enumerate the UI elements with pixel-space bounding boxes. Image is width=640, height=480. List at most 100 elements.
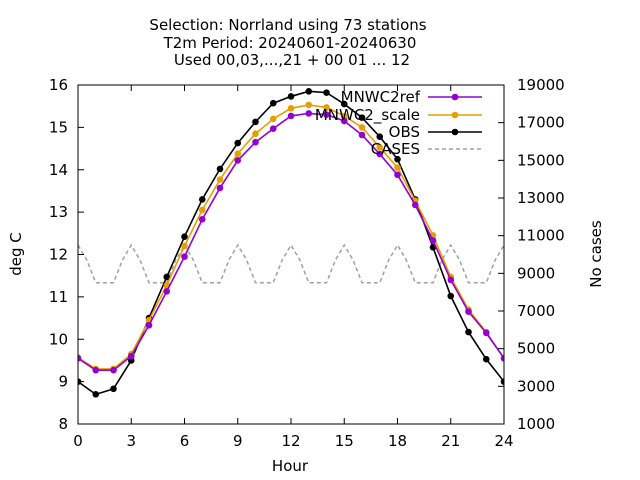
y-tick-label: 14 <box>49 161 68 179</box>
x-tick-label: 24 <box>494 432 513 450</box>
data-point-mnwc2ref <box>110 366 117 374</box>
data-point-mnwc2-scale <box>394 164 401 171</box>
chart-title: Selection: Norrland using 73 stations T2… <box>149 16 426 69</box>
y-tick-label: 13 <box>49 203 68 221</box>
data-point-mnwc2ref <box>198 216 206 223</box>
x-tick-label: 21 <box>441 432 460 450</box>
legend-marker-obs <box>451 128 459 136</box>
x-tick-label: 12 <box>281 432 300 450</box>
x-tick-label: 6 <box>180 432 190 450</box>
data-point-mnwc2-scale <box>287 105 295 112</box>
x-tick-label: 15 <box>335 432 354 450</box>
data-point-obs <box>394 155 401 163</box>
data-point-mnwc2-scale <box>340 112 348 120</box>
data-point-obs <box>269 99 277 107</box>
data-point-obs <box>482 355 490 363</box>
data-point-mnwc2ref <box>234 157 242 164</box>
data-point-obs <box>358 114 366 121</box>
x-tick-label: 9 <box>233 432 243 450</box>
data-point-mnwc2-scale <box>323 104 330 111</box>
data-point-obs <box>500 378 504 385</box>
data-point-mnwc2ref <box>287 112 295 120</box>
data-point-obs <box>163 273 171 281</box>
data-point-obs <box>234 139 242 147</box>
data-point-mnwc2-scale <box>181 242 188 250</box>
y2-tick-label: 3000 <box>517 377 555 395</box>
data-point-obs <box>465 328 472 336</box>
data-point-mnwc2-scale <box>376 143 384 151</box>
data-point-obs <box>340 100 348 108</box>
data-point-mnwc2-scale <box>358 124 366 131</box>
legend-marker-mnwc2-scale <box>451 111 459 119</box>
data-point-mnwc2ref <box>340 117 348 125</box>
data-point-mnwc2ref <box>447 276 455 284</box>
y-axis-label: deg C <box>7 232 25 276</box>
y2-tick-label: 1000 <box>517 415 555 433</box>
data-point-obs <box>92 391 100 398</box>
title-line-1: Selection: Norrland using 73 stations <box>149 16 426 34</box>
x-axis-ticks: 0 3 6 9 12 15 18 21 24 <box>73 85 514 450</box>
title-line-3: Used 00,03,...,21 + 00 01 ... 12 <box>174 51 410 69</box>
legend-label-mnwc2ref: MNWC2ref <box>341 88 421 106</box>
data-point-mnwc2ref <box>181 253 188 260</box>
series-line-mnwc2ref <box>78 112 504 371</box>
data-point-mnwc2-scale <box>305 101 313 109</box>
x-axis-label: Hour <box>272 457 309 475</box>
y-tick-label: 12 <box>49 246 68 264</box>
data-point-mnwc2-scale <box>252 130 259 138</box>
y2-tick-label: 9000 <box>517 264 555 282</box>
y2-tick-label: 7000 <box>517 302 555 320</box>
y2-tick-label: 17000 <box>517 114 565 132</box>
data-point-obs <box>376 133 384 140</box>
series-layer <box>78 88 504 398</box>
series-line-obs <box>78 90 504 396</box>
series-line-mnwc2-scale <box>78 104 504 370</box>
y-axis-ticks: 8 9 10 11 12 13 14 15 16 <box>49 76 84 433</box>
data-point-mnwc2ref <box>358 131 366 139</box>
data-point-mnwc2ref <box>394 171 401 179</box>
data-point-mnwc2ref <box>323 111 330 118</box>
data-point-obs <box>447 292 455 300</box>
y-tick-label: 16 <box>49 76 68 94</box>
x-tick-label: 0 <box>73 432 83 450</box>
data-point-obs <box>287 93 295 100</box>
data-point-mnwc2-scale <box>269 115 277 123</box>
data-point-mnwc2ref <box>252 138 259 146</box>
data-point-mnwc2ref <box>429 237 437 244</box>
x-tick-label: 3 <box>126 432 136 450</box>
data-point-mnwc2ref <box>145 321 153 329</box>
data-point-mnwc2ref <box>163 288 171 295</box>
data-point-mnwc2ref <box>482 329 490 337</box>
data-point-obs <box>323 89 330 96</box>
y-tick-label: 8 <box>58 415 68 433</box>
data-point-obs <box>305 88 313 95</box>
data-point-mnwc2ref <box>305 110 313 117</box>
title-line-2: T2m Period: 20240601-20240630 <box>163 34 417 52</box>
legend-label-cases: CASES <box>371 140 420 158</box>
legend-label-obs: OBS <box>389 123 420 141</box>
y2-axis-label: No cases <box>587 220 605 288</box>
y2-tick-label: 11000 <box>517 227 565 245</box>
data-point-mnwc2ref <box>411 201 419 209</box>
legend-marker-mnwc2ref <box>451 93 459 101</box>
data-point-mnwc2ref <box>78 355 82 362</box>
y-tick-label: 9 <box>58 373 68 391</box>
data-point-mnwc2-scale <box>216 176 224 183</box>
data-point-mnwc2ref <box>376 150 384 158</box>
y2-tick-label: 5000 <box>517 340 555 358</box>
y2-tick-label: 15000 <box>517 151 565 169</box>
y-tick-label: 15 <box>49 118 68 136</box>
y-tick-label: 10 <box>49 330 68 348</box>
data-point-mnwc2ref <box>465 308 472 316</box>
data-point-mnwc2ref <box>92 366 100 374</box>
data-point-mnwc2-scale <box>234 150 242 157</box>
x-tick-label: 18 <box>388 432 407 450</box>
y2-tick-label: 13000 <box>517 189 565 207</box>
data-point-obs <box>252 118 259 126</box>
y2-axis-ticks: 1000 3000 5000 7000 9000 11000 13000 15000 17000… <box>498 76 565 433</box>
y-tick-label: 11 <box>49 288 68 306</box>
data-point-obs <box>181 233 188 241</box>
data-point-mnwc2ref <box>269 125 277 132</box>
data-point-obs <box>216 165 224 173</box>
